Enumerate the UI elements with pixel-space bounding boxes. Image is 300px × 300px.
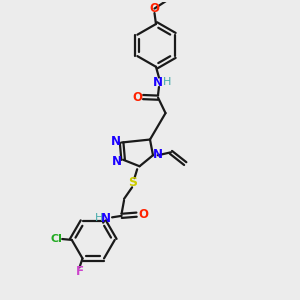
Text: Cl: Cl [50, 234, 62, 244]
Text: N: N [152, 76, 163, 89]
Text: N: N [111, 135, 121, 148]
Text: N: N [153, 148, 164, 161]
Text: F: F [76, 265, 83, 278]
Text: N: N [112, 155, 122, 168]
Text: H: H [163, 77, 171, 87]
Text: O: O [149, 2, 160, 15]
Text: N: N [100, 212, 110, 225]
Text: S: S [128, 176, 137, 189]
Text: O: O [138, 208, 148, 221]
Text: O: O [132, 91, 142, 103]
Text: H: H [95, 213, 104, 223]
